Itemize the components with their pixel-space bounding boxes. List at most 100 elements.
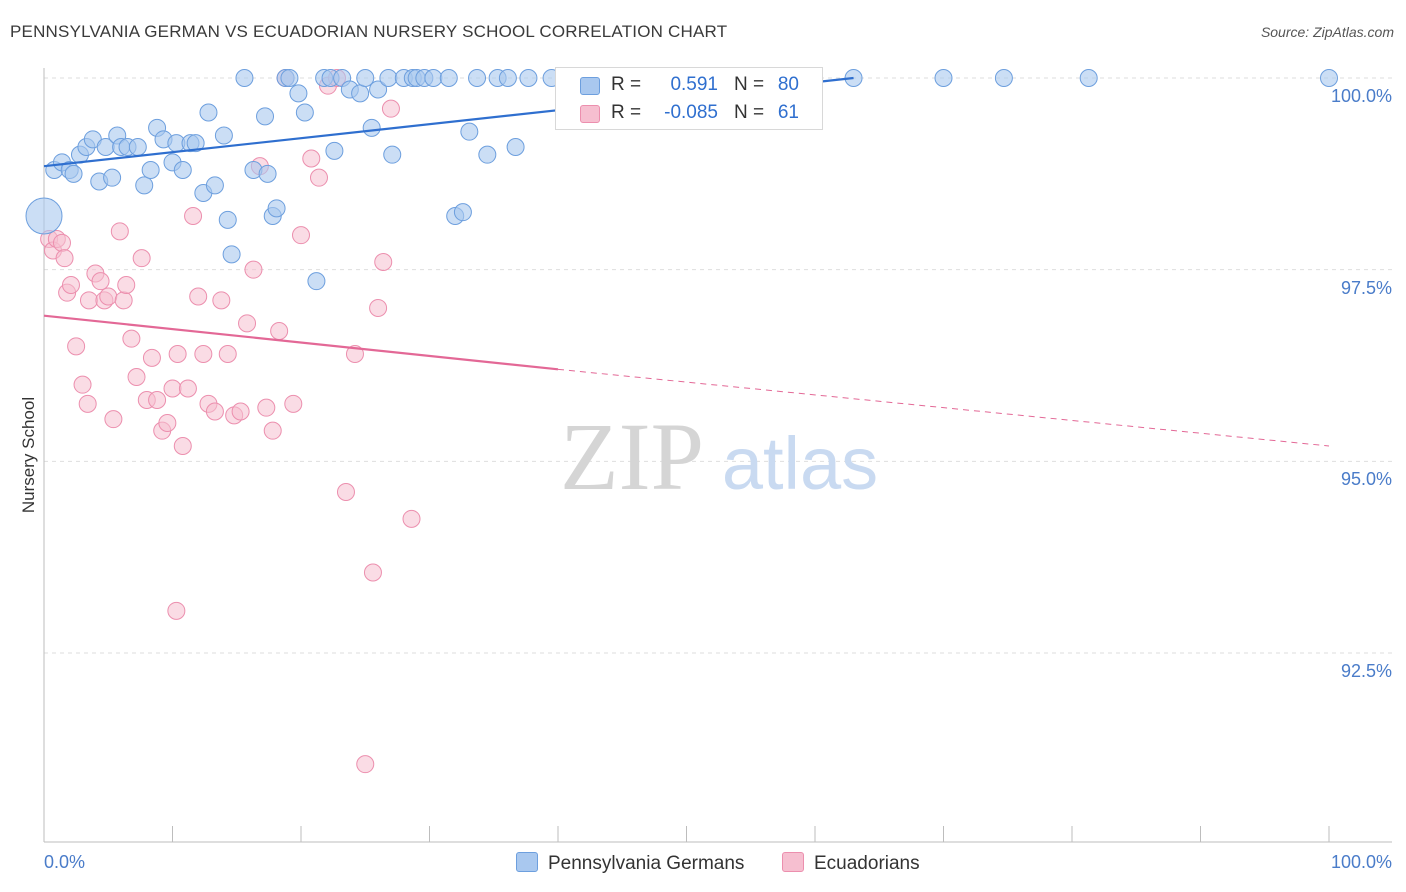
ecuadorian-point [270,322,289,340]
pennsylvania-german-point [369,80,388,99]
ecuadorian-point [55,249,74,268]
ecuadorian-point [284,394,303,413]
pennsylvania-german-point [135,176,154,195]
pennsylvania-german-point [424,69,443,87]
series-legend-item-pennsylvania-germans[interactable]: Pennsylvania Germans [516,852,744,875]
pennsylvania-german-point [468,69,487,87]
y-tick-label: 92.5% [1340,661,1392,681]
y-tick-label: 97.5% [1340,277,1392,298]
ecuadorians-trend-line [43,314,559,371]
pennsylvania-german-point [383,145,402,164]
pennsylvania-german-point [214,126,233,145]
pennsylvania-german-point [439,69,458,87]
ecuadorian-point [127,368,146,386]
x-tick-label-min: 0.0% [44,852,86,872]
ecuadorian-point [163,379,182,398]
legend-n-value: 61 [777,102,799,123]
ecuadorian-point [218,345,237,363]
watermark-zip: ZIP [560,403,704,510]
pennsylvania-german-point [1320,69,1338,87]
ecuadorian-point [369,299,388,317]
ecuadorian-point [73,375,92,394]
series-legend: Pennsylvania Germans Ecuadorians [0,852,1406,876]
pennsylvania-german-point [267,199,286,218]
ecuadorian-point [402,509,421,528]
ecuadorian-point [302,149,321,168]
pennsylvania-german-point [256,107,275,126]
ecuadorian-point [148,391,167,409]
ecuadorian-point [52,233,71,252]
pennsylvania-german-point [64,164,83,183]
legend-row-pennsylvania-germans: R = 0.591 N = 80 [556,74,822,98]
ecuadorian-point [167,601,186,620]
pennsylvania-german-point [222,245,241,264]
ecuadorian-point [110,222,129,241]
pennsylvania-german-point [128,138,147,156]
series-swatch-blue [516,852,538,872]
ecuadorian-point [142,348,161,367]
y-tick-label: 100.0% [1330,86,1392,106]
ecuadorian-point [238,314,257,333]
pennsylvania-german-point [218,210,237,229]
series-legend-item-ecuadorians[interactable]: Ecuadorians [782,852,920,875]
pennsylvania-german-point [173,161,192,179]
legend-r-value: 0.591 [670,74,718,95]
pennsylvania-german-point [280,69,299,87]
pennsylvania-german-point [235,69,254,87]
axes [43,68,1392,843]
ecuadorian-point [173,437,192,455]
ecuadorian-point [79,291,98,310]
legend-row-ecuadorians: R = -0.085 N = 61 [556,102,822,126]
pennsylvania-german-point [351,84,370,103]
ecuadorian-point [78,394,97,413]
ecuadorian-point [104,410,123,429]
ecuadorian-point [381,99,400,118]
ecuadorian-point [212,291,231,310]
legend-swatch-blue [580,77,600,95]
pennsylvania-german-point [379,69,398,87]
legend-n-label: N = [734,74,765,95]
ecuadorian-point [336,483,355,501]
ecuadorian-point [117,276,136,294]
legend-swatch-pink [580,105,600,123]
pennsylvania-german-point [356,69,375,87]
trend-lines [43,76,1330,447]
x-tick-label-max: 100.0% [1330,852,1392,872]
pennsylvania-german-point [199,103,218,122]
ecuadorian-point [158,414,177,432]
ecuadorian-point [309,168,328,187]
pennsylvania-german-point [498,69,517,87]
pennsylvania-german-point [1079,69,1098,87]
pennsylvania-german-point [519,69,538,87]
ecuadorian-point [257,398,276,417]
pennsylvania-german-point [205,176,224,195]
watermark: ZIP atlas [560,403,878,510]
pennsylvania-german-point [478,145,497,164]
ecuadorian-point [292,226,310,245]
pennsylvania-german-point [103,168,122,187]
gridlines [44,77,1392,654]
legend-n-label: N = [734,102,765,123]
ecuadorian-point [91,272,110,291]
legend-n-value: 80 [777,74,799,95]
ecuadorian-point [114,291,133,310]
pennsylvania-german-point [934,69,953,87]
pennsylvania-german-point [258,164,277,183]
pennsylvania-german-point [362,118,381,137]
pennsylvania-german-point [141,161,160,179]
ecuadorian-point [194,345,213,363]
series-legend-label: Ecuadorians [814,853,920,874]
watermark-atlas: atlas [722,422,878,505]
ecuadorian-point [356,755,375,774]
ecuadorian-point [244,260,263,279]
ecuadorian-point [205,402,224,421]
ecuadorian-point [184,207,203,225]
pennsylvania-german-point [295,103,314,122]
ecuadorian-point [263,421,282,440]
correlation-legend: R = 0.591 N = 80 R = -0.085 N = 61 [555,67,823,130]
ecuadorian-point [99,287,118,306]
series-legend-label: Pennsylvania Germans [548,853,745,874]
ecuadorian-point [189,287,208,306]
pennsylvania-german-point [25,197,63,235]
